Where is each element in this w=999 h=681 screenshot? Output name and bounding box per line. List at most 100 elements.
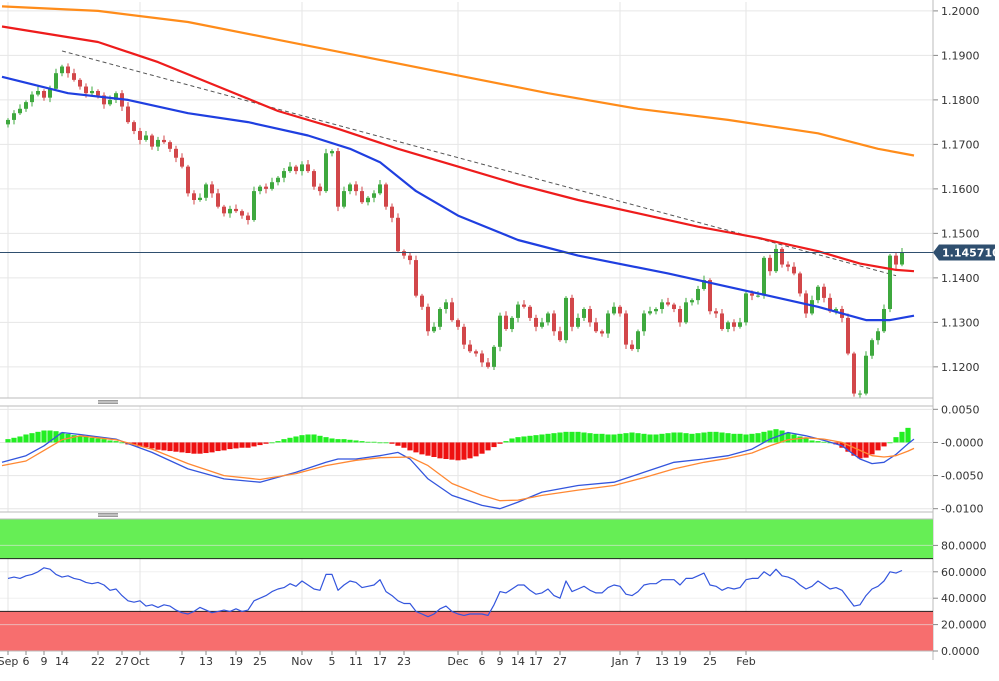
macd-bar-negative	[221, 442, 227, 451]
macd-bar-negative	[485, 442, 491, 451]
macd-bar-positive	[617, 433, 623, 443]
macd-bar-negative	[209, 442, 215, 453]
rsi-pane: 80.0000 60.0000 40.0000 20.0000 0.0000	[0, 518, 987, 658]
macd-bar-negative	[161, 442, 167, 451]
signal-line	[1, 435, 915, 502]
candle-bullish	[378, 184, 382, 194]
rsi-zones	[0, 519, 933, 651]
candle-bearish	[162, 139, 166, 143]
macd-bar-negative	[251, 442, 257, 447]
rsi-tick-label: 0.0000	[941, 645, 980, 658]
candle-bearish	[318, 186, 322, 192]
macd-bar-negative	[875, 442, 881, 451]
candle-bullish	[864, 355, 868, 394]
date-tick-label: 9	[497, 655, 504, 668]
macd-bar-positive	[755, 433, 761, 443]
candle-bearish	[312, 171, 316, 187]
macd-bar-positive	[737, 433, 743, 443]
candle-bullish	[744, 293, 748, 323]
macd-bar-positive	[113, 441, 119, 443]
candle-bullish	[432, 326, 436, 332]
candle-bearish	[246, 215, 250, 221]
macd-bar-negative	[173, 442, 179, 452]
candle-bullish	[774, 248, 778, 272]
candle-bearish	[672, 304, 676, 310]
candle-bearish	[462, 326, 466, 345]
macd-bar-positive	[521, 436, 527, 443]
candle-bearish	[72, 73, 76, 80]
macd-bar-positive	[773, 429, 779, 443]
candle-bearish	[408, 255, 412, 261]
date-tick-label: 11	[349, 655, 363, 668]
date-tick-label: 23	[397, 655, 411, 668]
candle-bullish	[834, 309, 838, 312]
macd-bar-negative	[863, 442, 869, 458]
candle-bullish	[888, 255, 892, 310]
macd-bar-negative	[497, 442, 503, 444]
macd-bar-negative	[203, 442, 209, 454]
candle-bullish	[810, 300, 814, 314]
macd-bar-positive	[707, 431, 713, 443]
candle-bullish	[258, 186, 262, 192]
date-tick-label: 25	[703, 655, 717, 668]
candle-bullish	[282, 171, 286, 178]
macd-bar-positive	[587, 433, 593, 443]
candle-bearish	[768, 257, 772, 272]
date-tick-label: Dec	[447, 655, 468, 668]
macd-bar-positive	[713, 431, 719, 443]
macd-bar-positive	[539, 434, 545, 443]
candle-bearish	[558, 331, 562, 341]
macd-bar-positive	[887, 442, 893, 444]
candle-bearish	[450, 302, 454, 321]
candle-bearish	[354, 184, 358, 192]
candle-bearish	[852, 353, 856, 394]
macd-bar-positive	[311, 434, 317, 443]
price-axis[interactable]: 1.2000 1.1900 1.1800 1.1700 1.1600 1.1500 1.14…	[0, 0, 999, 660]
candle-bearish	[552, 313, 556, 332]
date-tick-label: 19	[673, 655, 687, 668]
macd-bar-positive	[683, 433, 689, 443]
macd-bar-positive	[557, 432, 563, 443]
candle-bullish	[198, 197, 202, 200]
last-price-label: 1.145710	[942, 246, 999, 259]
macd-bar-positive	[47, 430, 53, 443]
date-tick-label: 22	[91, 655, 105, 668]
rsi-axis[interactable]: 80.0000 60.0000 40.0000 20.0000 0.0000	[933, 539, 987, 658]
candle-bearish	[360, 191, 364, 203]
candle-bullish	[144, 135, 148, 140]
candle-bullish	[90, 90, 94, 94]
macd-bar-positive	[821, 441, 827, 443]
macd-bar-positive	[77, 435, 83, 443]
candle-bullish	[108, 99, 112, 105]
macd-bar-positive	[653, 434, 659, 443]
macd-bar-positive	[581, 432, 587, 443]
macd-bar-positive	[359, 441, 365, 443]
candle-bullish	[342, 191, 346, 207]
candle-bearish	[186, 166, 190, 194]
macd-bar-positive	[791, 434, 797, 443]
candle-bullish	[900, 252, 904, 265]
moving-average-sma-mid	[1, 25, 915, 273]
macd-bar-positive	[341, 439, 347, 443]
macd-bar-positive	[29, 433, 35, 443]
macd-axis[interactable]: 0.0050 -0.0000 -0.0050 -0.0100	[933, 403, 983, 516]
macd-bar-negative	[155, 442, 161, 450]
date-tick-label: 7	[179, 655, 186, 668]
candle-bearish	[66, 66, 70, 74]
macd-bar-positive	[41, 430, 47, 443]
date-tick-label: 27	[553, 655, 567, 668]
candle-bullish	[576, 317, 580, 327]
candle-bearish	[630, 344, 634, 350]
candle-bullish	[330, 151, 334, 154]
macd-bar-negative	[167, 442, 173, 452]
moving-average-lines	[1, 5, 915, 322]
pane-resize-handles[interactable]	[98, 400, 118, 517]
macd-bar-positive	[767, 430, 773, 443]
candle-bearish	[534, 317, 538, 327]
candle-bearish	[828, 297, 832, 312]
macd-tick-label: 0.0050	[941, 403, 980, 416]
macd-bar-positive	[35, 431, 41, 443]
candle-bullish	[48, 88, 52, 98]
candlestick-series	[6, 63, 904, 398]
candle-bearish	[588, 309, 592, 323]
